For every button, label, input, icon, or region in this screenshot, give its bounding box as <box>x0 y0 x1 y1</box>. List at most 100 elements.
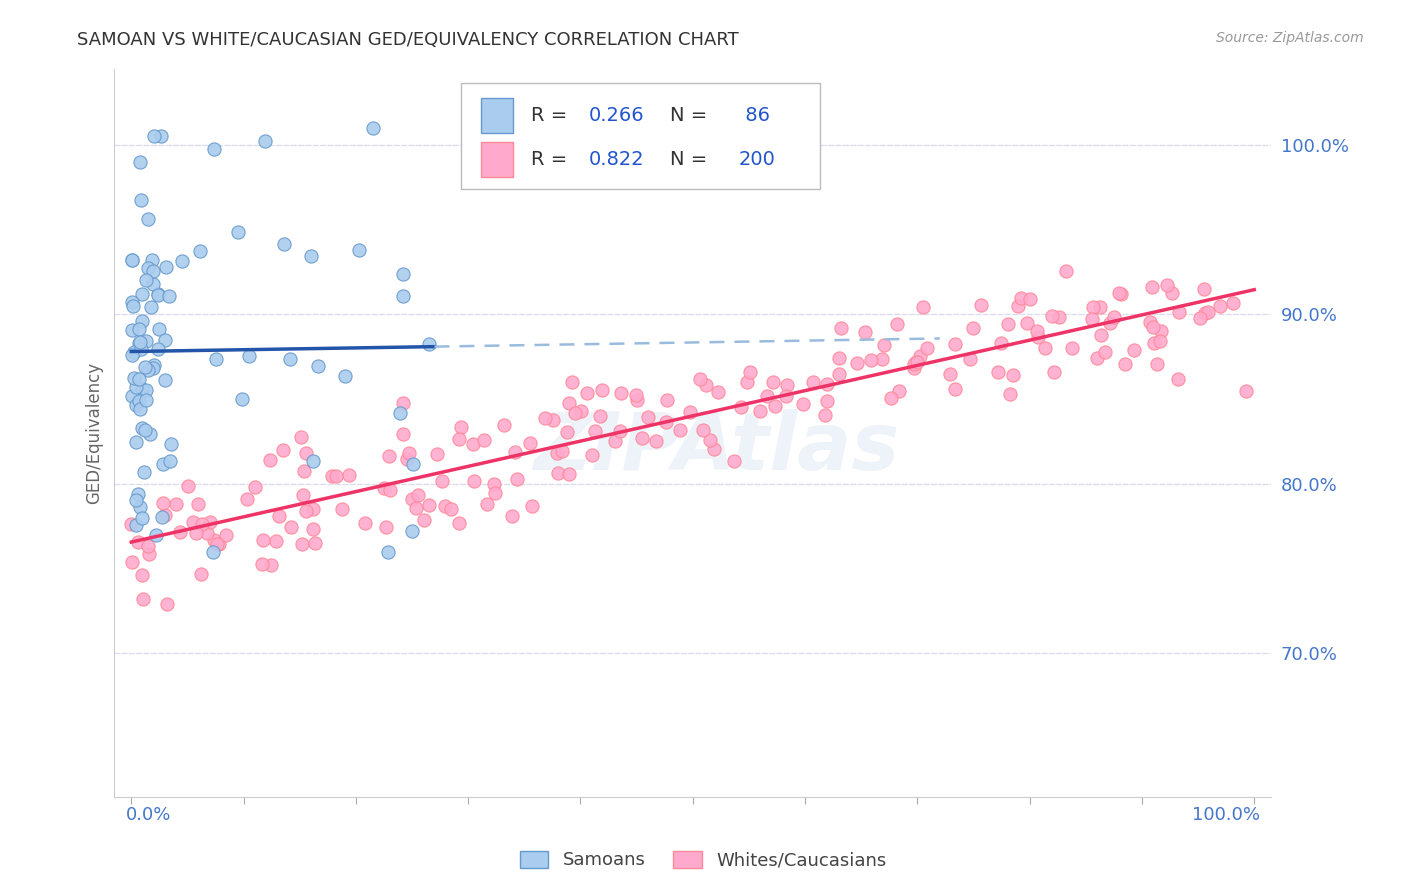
Point <box>121 389 143 403</box>
Point <box>125 380 148 394</box>
Point <box>260 558 283 572</box>
Point <box>134 360 156 375</box>
Point <box>1194 306 1216 320</box>
Point <box>943 336 966 351</box>
Point <box>128 154 150 169</box>
Text: SAMOAN VS WHITE/CAUCASIAN GED/EQUIVALENCY CORRELATION CHART: SAMOAN VS WHITE/CAUCASIAN GED/EQUIVALENC… <box>77 31 740 49</box>
Point <box>198 515 221 529</box>
Point <box>886 317 908 331</box>
Point <box>477 497 499 511</box>
Point <box>939 368 962 382</box>
Point <box>860 352 883 367</box>
Point <box>827 368 849 382</box>
Point <box>291 488 314 502</box>
Point <box>259 453 281 467</box>
Point <box>138 547 160 561</box>
Point <box>692 423 714 437</box>
Point <box>575 386 598 401</box>
Point <box>1149 334 1171 348</box>
Text: N =: N = <box>669 150 707 169</box>
Point <box>250 558 273 572</box>
Point <box>555 425 578 439</box>
Point <box>990 336 1012 351</box>
Point <box>377 544 399 558</box>
Point <box>339 468 361 483</box>
Point <box>440 501 463 516</box>
Legend: Samoans, Whites/Caucasians: Samoans, Whites/Caucasians <box>510 842 896 879</box>
Point <box>401 524 423 538</box>
Point <box>127 535 149 549</box>
Point <box>541 413 564 427</box>
Point <box>121 294 143 309</box>
Point <box>205 351 228 366</box>
Point <box>1139 315 1161 329</box>
Point <box>124 493 146 508</box>
Point <box>129 401 152 416</box>
Point <box>291 536 314 550</box>
Point <box>589 409 612 424</box>
Point <box>136 212 159 227</box>
Point <box>905 355 928 369</box>
Point <box>1010 291 1032 305</box>
Point <box>148 321 170 335</box>
Point <box>762 375 785 389</box>
Point <box>723 454 745 468</box>
Point <box>121 348 143 362</box>
Point <box>853 325 876 339</box>
Point <box>558 396 581 410</box>
Point <box>280 351 302 366</box>
Point <box>129 193 152 207</box>
Point <box>1156 278 1178 293</box>
Point <box>299 249 322 263</box>
Point <box>626 393 648 408</box>
Point <box>131 511 153 525</box>
Point <box>520 500 543 514</box>
Point <box>450 420 472 434</box>
Point <box>150 129 173 144</box>
Point <box>148 342 170 356</box>
Point <box>159 454 181 468</box>
Point <box>392 426 415 441</box>
Point <box>755 389 778 403</box>
Point <box>152 496 174 510</box>
Point <box>730 401 752 415</box>
Point <box>184 525 207 540</box>
Point <box>610 385 633 400</box>
Point <box>1168 304 1191 318</box>
FancyBboxPatch shape <box>481 142 513 178</box>
Point <box>190 567 212 582</box>
Point <box>1143 336 1166 351</box>
Point <box>564 406 586 420</box>
Point <box>915 341 938 355</box>
Point <box>202 533 225 548</box>
Point <box>1026 330 1049 344</box>
Point <box>145 527 167 541</box>
Point <box>129 342 152 356</box>
Point <box>463 474 485 488</box>
Point <box>494 418 516 433</box>
Point <box>1040 309 1063 323</box>
Point <box>155 260 177 274</box>
Text: R =: R = <box>531 150 574 169</box>
Point <box>426 447 449 461</box>
Point <box>962 320 984 334</box>
Text: 86: 86 <box>740 106 770 126</box>
Point <box>1197 305 1219 319</box>
Point <box>406 488 429 502</box>
Point <box>378 483 401 497</box>
Point <box>792 397 814 411</box>
Point <box>1109 286 1132 301</box>
Point <box>128 372 150 386</box>
Point <box>236 491 259 506</box>
Point <box>433 499 456 513</box>
Point <box>1234 384 1257 398</box>
Point <box>547 466 569 480</box>
Point <box>226 225 249 239</box>
Point <box>740 365 762 379</box>
Point <box>125 398 148 412</box>
Point <box>551 444 574 458</box>
Point <box>214 528 236 542</box>
Point <box>624 388 647 402</box>
Point <box>294 464 316 478</box>
Point <box>191 517 214 532</box>
